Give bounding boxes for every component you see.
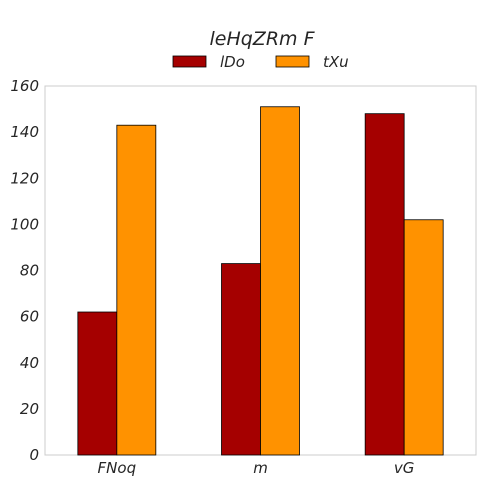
bar-tXu-m [260,106,300,456]
y-tick-label: 80 [20,262,39,280]
y-tick-label: 40 [20,354,39,372]
legend: lDo tXu [172,53,349,71]
x-tick-label: FNoq [98,459,137,477]
y-tick-label: 160 [10,77,39,95]
legend-swatch-tXu [275,55,310,68]
bar-lDo-FNoq [77,311,118,456]
y-axis-ticks: 0 20 40 60 80 100 120 140 160 [10,77,39,464]
y-tick-label: 0 [29,446,39,464]
bars-group [77,106,444,456]
legend-label-lDo: lDo [220,53,245,71]
y-tick-label: 60 [20,308,39,326]
y-tick-label: 100 [10,215,39,233]
x-axis-ticks: FNoq m vG [98,459,415,477]
bar-lDo-m [221,263,261,456]
legend-swatch-lDo [172,55,207,68]
bar-lDo-vG [364,113,405,456]
y-tick-label: 120 [10,169,39,187]
legend-label-tXu: tXu [323,53,349,71]
bar-tXu-vG [403,219,444,456]
x-tick-label: m [253,459,268,477]
chart-title: leHqZRm F [209,28,315,50]
y-tick-label: 140 [10,123,39,141]
bar-tXu-FNoq [116,124,157,456]
x-tick-label: vG [394,459,415,477]
y-tick-label: 20 [20,400,39,418]
